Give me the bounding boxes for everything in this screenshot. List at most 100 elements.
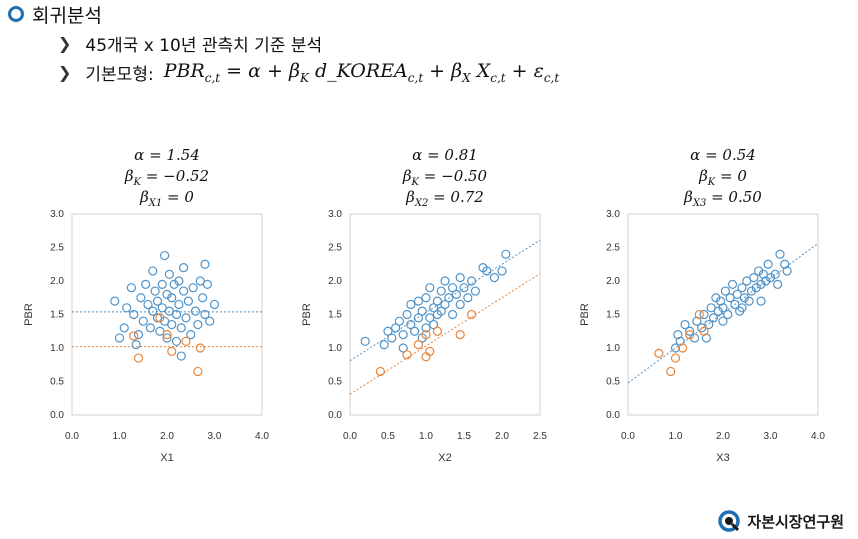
point-korea xyxy=(133,353,144,363)
point-other xyxy=(718,303,728,313)
y-tick-label: 0.5 xyxy=(606,377,620,388)
point-other xyxy=(126,283,136,293)
point-other xyxy=(440,276,450,286)
bullet-model-label: 기본모형: xyxy=(85,65,154,85)
point-other xyxy=(720,286,730,296)
point-other xyxy=(122,303,132,313)
point-korea xyxy=(162,330,172,340)
plot-area xyxy=(627,213,819,416)
point-other xyxy=(436,306,446,316)
x-tick-label: 4.0 xyxy=(255,431,269,442)
point-korea xyxy=(421,330,431,340)
point-other xyxy=(186,330,196,340)
point-other xyxy=(711,293,721,303)
y-tick-label: 2.0 xyxy=(50,276,64,287)
point-other xyxy=(692,316,702,326)
x-axis-label: X2 xyxy=(438,452,451,464)
point-other xyxy=(176,323,186,333)
point-korea xyxy=(432,326,442,336)
y-tick-label: 0.0 xyxy=(328,410,342,421)
chart-title-line: βX3 = 0.50 xyxy=(683,188,762,209)
y-tick-label: 1.5 xyxy=(50,310,64,321)
point-other xyxy=(451,289,461,299)
point-other xyxy=(171,309,182,320)
y-tick-label: 2.5 xyxy=(50,243,64,254)
point-other xyxy=(756,279,766,289)
y-tick-label: 1.0 xyxy=(50,343,64,354)
point-other xyxy=(773,279,783,289)
point-other xyxy=(723,309,733,320)
point-other xyxy=(138,316,148,326)
point-other xyxy=(171,336,182,346)
point-other xyxy=(360,336,370,346)
x-tick-label: 3.0 xyxy=(764,431,778,442)
point-korea xyxy=(670,353,681,363)
point-other xyxy=(421,293,431,303)
point-other xyxy=(744,296,754,306)
point-other xyxy=(429,303,439,313)
point-other xyxy=(179,286,189,296)
point-other xyxy=(756,296,766,306)
chevron-right-icon: ❯ xyxy=(58,34,72,53)
point-other xyxy=(497,266,507,276)
point-korea xyxy=(402,350,412,360)
point-other xyxy=(379,340,389,350)
point-other xyxy=(780,259,790,269)
y-axis-label: PBR xyxy=(579,303,591,326)
point-korea xyxy=(678,343,688,353)
point-other xyxy=(148,306,158,316)
point-other xyxy=(718,316,728,326)
point-other xyxy=(765,273,776,283)
point-other xyxy=(145,323,155,333)
y-axis-label: PBR xyxy=(301,303,313,326)
chart-title-line: α = 0.54 xyxy=(690,146,756,164)
fit-line-orange xyxy=(349,273,541,395)
point-other xyxy=(141,279,151,289)
point-other xyxy=(455,273,465,283)
point-other xyxy=(183,296,193,306)
point-korea xyxy=(685,330,695,340)
y-tick-label: 3.0 xyxy=(328,209,342,220)
point-other xyxy=(143,299,153,310)
point-other xyxy=(200,309,210,320)
point-other xyxy=(162,333,172,343)
point-other xyxy=(402,309,412,320)
point-other xyxy=(463,293,473,303)
point-other xyxy=(390,323,401,333)
y-tick-label: 1.0 xyxy=(328,343,342,354)
point-other xyxy=(150,286,160,296)
point-other xyxy=(209,299,220,310)
y-tick-label: 0.0 xyxy=(606,410,620,421)
ring-bullet-icon xyxy=(8,6,24,22)
point-other xyxy=(398,343,408,353)
point-korea xyxy=(167,346,177,356)
point-other xyxy=(470,286,480,296)
point-other xyxy=(133,330,144,340)
chart-title-line: α = 0.81 xyxy=(412,146,478,164)
point-korea xyxy=(699,326,709,336)
point-other xyxy=(680,319,690,330)
point-other xyxy=(432,296,442,306)
point-other xyxy=(482,266,492,276)
point-other xyxy=(129,309,139,320)
point-other xyxy=(754,266,764,276)
point-other xyxy=(448,309,458,320)
point-korea xyxy=(654,348,664,358)
point-other xyxy=(739,293,749,303)
point-other xyxy=(436,286,446,296)
point-other xyxy=(501,249,511,259)
point-other xyxy=(162,289,172,299)
x-tick-label: 0.0 xyxy=(621,431,635,442)
point-korea xyxy=(181,336,191,346)
point-other xyxy=(763,259,773,269)
point-other xyxy=(716,296,726,306)
point-other xyxy=(164,269,174,279)
point-other xyxy=(708,313,719,323)
x-tick-label: 1.5 xyxy=(457,431,471,442)
y-tick-label: 3.0 xyxy=(50,209,64,220)
point-other xyxy=(160,250,170,261)
y-tick-label: 0.5 xyxy=(328,377,342,388)
model-formula: PBRc,t = α + βK d_KOREAc,t + βX Xc,t + ε… xyxy=(163,60,560,85)
